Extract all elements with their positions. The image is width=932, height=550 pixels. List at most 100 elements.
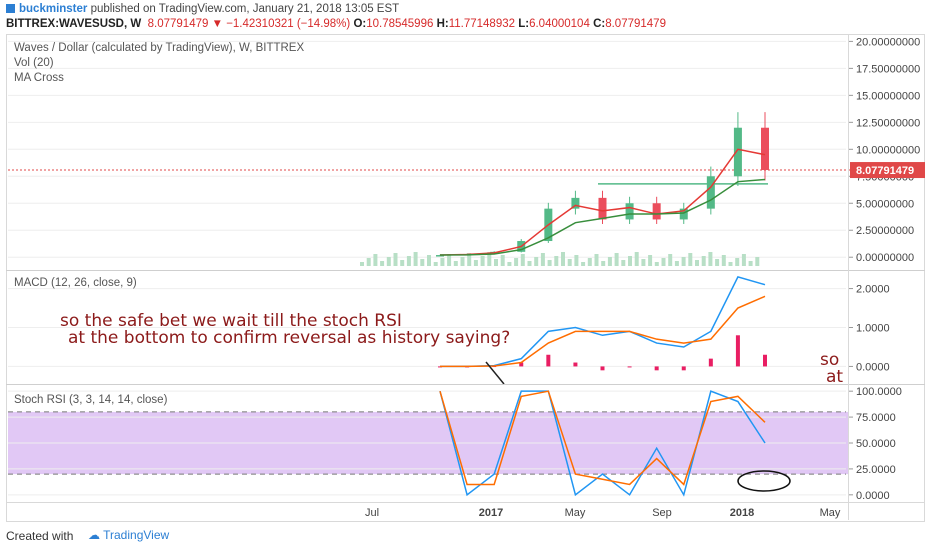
annotation-line-2[interactable]: at the bottom to confirm reversal as his… [68,328,510,348]
price-pane: 20.00000000 17.50000000 15.00000000 12.5000… [8,36,925,266]
volume-bar [474,260,478,266]
y-tick-label: 75.0000 [856,412,896,424]
y-tick-label: 0.0000 [856,361,890,373]
macd-histogram-bar [763,355,767,367]
volume-bar [601,261,605,266]
cloud-icon: ☁ [88,528,100,542]
tradingview-logo[interactable]: ☁ TradingView [88,528,169,542]
candle [599,198,607,220]
y-tick-label: 12.50000000 [856,117,920,129]
volume-bar [521,254,525,266]
volume-bar [514,258,518,266]
volume-bar [755,257,759,266]
x-tick-label: May [565,507,586,519]
x-tick-label: Sep [652,507,672,519]
volume-bar [641,259,645,266]
macd-legend[interactable]: MACD (12, 26, close, 9) [14,277,137,289]
macd-histogram-bar [682,366,686,370]
y-tick-label: 0.00000000 [856,252,914,264]
volume-bar [447,254,451,266]
volume-series [360,252,759,266]
volume-bar [615,253,619,266]
volume-bar [380,261,384,266]
y-tick-label: 2.50000000 [856,225,914,237]
macd-histogram-bar [709,359,713,367]
volume-bar [708,252,712,266]
volume-bar [387,257,391,266]
created-with-text: Created with [6,529,73,543]
y-tick-label: 15.00000000 [856,90,920,102]
y-tick-label: 5.00000000 [856,198,914,210]
annotation-right-2[interactable]: at [826,367,843,387]
volume-bar [534,257,538,266]
volume-bar [662,258,666,266]
macd-histogram-bar [573,363,577,367]
candle [626,203,634,219]
y-tick-label: 2.0000 [856,284,890,296]
y-tick-label: 25.0000 [856,464,896,476]
volume-bar [621,260,625,266]
volume-bar [554,256,558,266]
y-tick-label: 10.00000000 [856,144,920,156]
volume-bar [735,258,739,266]
volume-bar [688,253,692,266]
macd-histogram-bar [601,366,605,370]
volume-bar [454,261,458,266]
macd-histogram-bar [628,366,632,367]
volume-bar [541,253,545,266]
volume-bar [729,262,733,266]
candle [761,128,769,170]
volume-bar [548,260,552,266]
volume-bar [440,258,444,266]
volume-bar [702,256,706,266]
volume-bar [507,262,511,266]
volume-bar [648,255,652,266]
volume-bar [695,260,699,266]
volume-bar [501,255,505,266]
volume-bar [675,261,679,266]
volume-bar [407,256,411,266]
y-tick-label: 20.00000000 [856,36,920,48]
macd-histogram-bar [655,366,659,370]
stoch-legend[interactable]: Stoch RSI (3, 3, 14, 14, close) [14,394,167,406]
volume-bar [742,254,746,266]
x-tick-label: 2018 [730,507,754,519]
volume-bar [749,261,753,266]
vol-legend[interactable]: Vol (20) [14,57,54,69]
volume-bar [528,261,532,266]
volume-bar [373,254,377,266]
ma-legend[interactable]: MA Cross [14,72,64,84]
volume-bar [367,258,371,266]
pane-divider[interactable] [6,384,925,385]
volume-bar [608,257,612,266]
macd-histogram-bar [546,355,550,367]
volume-bar [400,260,404,266]
volume-bar [635,252,639,266]
volume-bar [414,252,418,266]
volume-bar [722,255,726,266]
volume-bar [588,258,592,266]
last-price-label: 8.07791479 [856,165,914,177]
x-tick-label: 2017 [479,507,503,519]
pane-divider[interactable] [6,270,925,271]
x-tick-label: May [820,507,841,519]
volume-bar [715,259,719,266]
volume-bar [420,259,424,266]
volume-bar [427,255,431,266]
main-legend-title[interactable]: Waves / Dollar (calculated by TradingVie… [14,42,304,54]
volume-bar [628,256,632,266]
volume-bar [581,262,585,266]
volume-bar [481,256,485,266]
time-axis: Jul 2017 May Sep 2018 May [365,507,841,519]
y-tick-label: 1.0000 [856,323,890,335]
y-tick-label: 0.0000 [856,490,890,502]
macd-histogram-bar [736,335,740,366]
y-tick-label: 17.50000000 [856,63,920,75]
tradingview-logo-text: TradingView [103,528,169,542]
volume-bar [461,257,465,266]
volume-bar [595,254,599,266]
volume-bar [494,259,498,266]
y-tick-label: 100.0000 [856,386,902,398]
volume-bar [561,252,565,266]
